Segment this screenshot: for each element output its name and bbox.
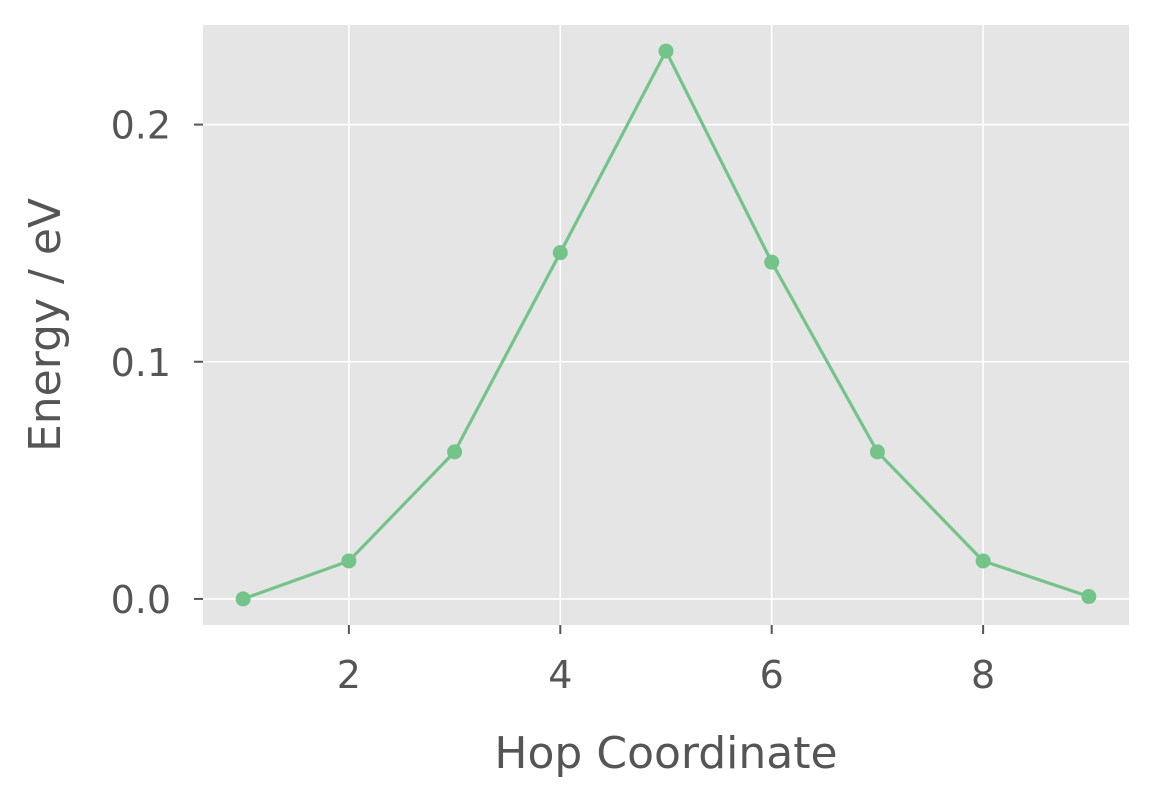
x-tick-label: 6: [760, 653, 784, 697]
y-tick-label: 0.0: [111, 578, 171, 622]
data-point: [658, 43, 674, 59]
x-tick-label: 2: [337, 653, 361, 697]
grid-lines: [203, 25, 1129, 625]
data-point: [975, 553, 991, 569]
data-point: [869, 444, 885, 460]
plot-area: [203, 25, 1129, 625]
y-axis-title: Energy / eV: [20, 198, 71, 452]
data-point: [764, 254, 780, 270]
series-layer: [235, 43, 1097, 607]
data-point: [1081, 589, 1097, 605]
y-tick-label: 0.1: [111, 341, 171, 385]
x-axis-title: Hop Coordinate: [494, 728, 837, 779]
data-point: [552, 245, 568, 261]
data-point: [447, 444, 463, 460]
data-point: [341, 553, 357, 569]
y-tick-label: 0.2: [111, 104, 171, 148]
x-tick-label: 4: [548, 653, 572, 697]
x-tick-label: 8: [971, 653, 995, 697]
axis-ticks: 2 4 6 8 0.0 0.1 0.2: [111, 104, 996, 697]
data-point: [235, 591, 251, 607]
